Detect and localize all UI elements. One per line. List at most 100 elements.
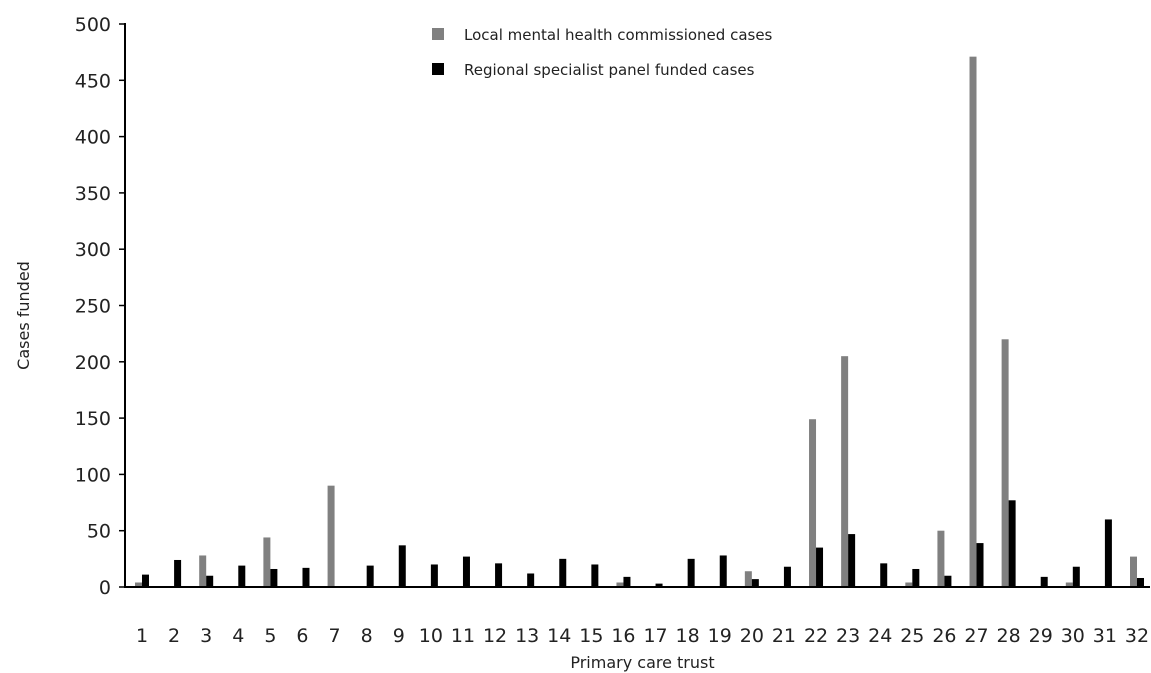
bar-series-1-pct-30 (1065, 582, 1073, 587)
bar-series-2-pct-26 (944, 575, 952, 587)
x-tick-label: 12 (483, 625, 507, 647)
bar-series-2-pct-28 (1008, 500, 1016, 587)
bar-series-1-pct-25 (905, 582, 913, 587)
x-tick-label: 10 (419, 625, 443, 647)
bars-layer (135, 56, 1144, 588)
bar-series-2-pct-32 (1137, 577, 1144, 587)
y-tick-label: 0 (99, 577, 111, 599)
x-ticks: 1 2 3 4 5 6 7 8 9 10 11 12 13 14 15 16 17 18 19 20 21 22 23 24 2… (136, 625, 1149, 647)
bar-series-2-pct-12 (495, 563, 503, 587)
bar-series-2-pct-16 (623, 576, 631, 587)
axes-layer (124, 23, 1150, 588)
bar-series-2-pct-30 (1072, 566, 1080, 587)
x-tick-label: 22 (804, 625, 828, 647)
x-tick-label: 31 (1093, 625, 1117, 647)
legend-swatch (432, 63, 444, 75)
x-tick-label: 8 (361, 625, 373, 647)
y-tick-label: 150 (75, 408, 111, 430)
x-tick-label: 6 (296, 625, 308, 647)
bar-series-2-pct-31 (1104, 519, 1112, 587)
x-tick-label: 4 (232, 625, 244, 647)
bar-series-1-pct-7 (327, 485, 335, 587)
bar-series-2-pct-8 (366, 565, 374, 587)
y-tick-label: 300 (75, 239, 111, 261)
bar-series-1-pct-23 (841, 356, 849, 587)
x-tick-label: 32 (1125, 625, 1149, 647)
bar-series-2-pct-13 (527, 573, 535, 587)
legend: Local mental health commissioned cases Re… (432, 26, 773, 79)
y-tick-label: 200 (75, 352, 111, 374)
y-tick-label: 50 (87, 521, 111, 543)
bar-series-2-pct-15 (591, 564, 599, 587)
x-tick-label: 13 (515, 625, 539, 647)
bar-series-2-pct-20 (751, 579, 759, 587)
bar-series-2-pct-14 (559, 558, 567, 587)
x-tick-label: 5 (264, 625, 276, 647)
x-tick-label: 1 (136, 625, 148, 647)
bar-series-2-pct-1 (142, 574, 149, 587)
legend-label: Regional specialist panel funded cases (464, 61, 755, 79)
x-tick-label: 14 (547, 625, 571, 647)
bar-series-1-pct-32 (1130, 556, 1137, 587)
x-tick-label: 19 (708, 625, 732, 647)
x-tick-label: 15 (579, 625, 603, 647)
bar-series-2-pct-4 (238, 565, 246, 587)
bar-series-1-pct-26 (937, 530, 945, 587)
bar-series-1-pct-20 (744, 571, 752, 587)
y-ticks: 0 50 100 150 200 250 300 350 400 450 500 (75, 14, 125, 599)
x-tick-label: 29 (1029, 625, 1053, 647)
bar-series-2-pct-9 (398, 545, 406, 587)
x-tick-label: 25 (900, 625, 924, 647)
y-tick-label: 100 (75, 464, 111, 486)
x-axis-label: Primary care trust (570, 653, 714, 672)
x-tick-label: 30 (1061, 625, 1085, 647)
bar-series-2-pct-22 (816, 547, 824, 587)
bar-series-2-pct-5 (270, 568, 278, 587)
x-tick-label: 18 (676, 625, 700, 647)
y-tick-label: 350 (75, 183, 111, 205)
bar-series-1-pct-22 (809, 419, 817, 587)
x-tick-label: 2 (168, 625, 180, 647)
bar-series-2-pct-11 (462, 556, 470, 587)
x-tick-label: 3 (200, 625, 212, 647)
x-tick-label: 11 (451, 625, 475, 647)
y-axis-label: Cases funded (14, 261, 33, 370)
y-tick-label: 400 (75, 127, 111, 149)
x-tick-label: 28 (997, 625, 1021, 647)
bar-series-2-pct-17 (655, 583, 663, 587)
x-tick-label: 21 (772, 625, 796, 647)
y-tick-label: 250 (75, 296, 111, 318)
x-tick-label: 26 (932, 625, 956, 647)
y-tick-label: 450 (75, 70, 111, 92)
bar-series-1-pct-16 (616, 582, 624, 587)
bar-series-1-pct-3 (199, 555, 207, 587)
bar-series-1-pct-27 (969, 56, 977, 588)
bar-series-2-pct-27 (976, 543, 984, 587)
bar-series-2-pct-23 (848, 534, 856, 587)
x-tick-label: 16 (611, 625, 635, 647)
bar-series-2-pct-10 (430, 564, 438, 587)
y-tick-label: 500 (75, 14, 111, 36)
bar-series-2-pct-21 (783, 566, 791, 587)
bar-series-2-pct-25 (912, 568, 920, 587)
bar-series-1-pct-28 (1001, 339, 1009, 587)
x-tick-label: 27 (964, 625, 988, 647)
bar-series-2-pct-2 (174, 559, 182, 587)
bar-series-2-pct-6 (302, 567, 310, 587)
bar-series-1-pct-5 (263, 537, 271, 587)
x-tick-label: 17 (643, 625, 667, 647)
bar-series-2-pct-3 (206, 575, 214, 587)
x-tick-label: 20 (740, 625, 764, 647)
x-tick-label: 7 (329, 625, 341, 647)
bar-series-2-pct-19 (719, 555, 727, 587)
bar-series-1-pct-1 (135, 582, 142, 587)
bar-series-2-pct-24 (880, 563, 888, 587)
x-tick-label: 24 (868, 625, 892, 647)
x-tick-label: 23 (836, 625, 860, 647)
legend-label: Local mental health commissioned cases (464, 26, 773, 44)
bar-series-2-pct-29 (1040, 576, 1048, 587)
bar-series-2-pct-18 (687, 558, 695, 587)
x-tick-label: 9 (393, 625, 405, 647)
legend-swatch (432, 28, 444, 40)
